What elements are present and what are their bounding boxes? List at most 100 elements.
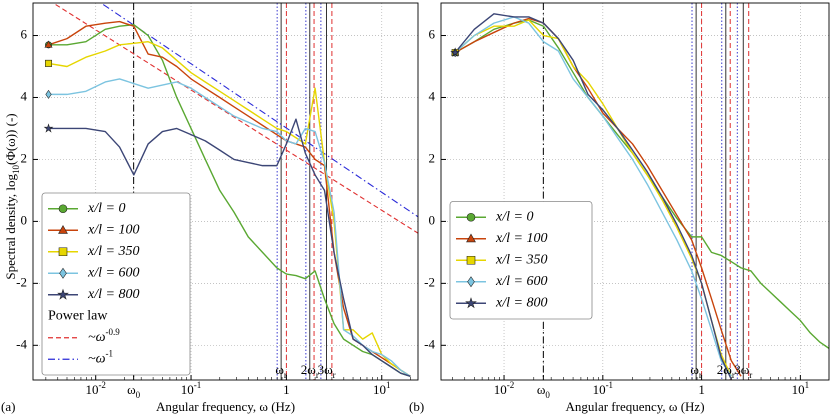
power-law-line — [102, 4, 418, 218]
x-tick-label: ω0 — [127, 382, 141, 400]
y-tick-label: 2 — [21, 150, 28, 165]
y-tick-label: -2 — [16, 274, 27, 289]
y-tick-label: 6 — [21, 27, 28, 42]
y-tick-label: 4 — [429, 88, 436, 103]
legend-marker — [58, 247, 68, 257]
y-tick-label: -2 — [424, 274, 435, 289]
series-line — [454, 13, 732, 380]
harmonic-label-base: 3ω — [318, 362, 334, 377]
harmonic-label-base: 3ω — [734, 362, 750, 377]
x-tick-label-base: 10 — [792, 382, 805, 397]
harmonic-label: 2ωr — [301, 362, 319, 380]
harmonic-label-base: ω — [690, 362, 699, 377]
series-line — [454, 17, 742, 377]
harmonic-label: 2ωr — [717, 362, 735, 380]
harmonic-label-subscript: r — [699, 370, 702, 380]
y-tick-label: -4 — [16, 336, 27, 351]
y-axis-label-main: Spectral density, log — [3, 173, 18, 279]
y-tick-label: -4 — [424, 336, 435, 351]
legend-label-exponent: -0.9 — [105, 327, 120, 337]
series-marker — [450, 47, 461, 57]
legend-label: x/l = 0 — [495, 209, 533, 224]
x-tick-label-base: ω — [127, 382, 136, 397]
panel-label: (a) — [1, 399, 15, 414]
x-tick-label: 101 — [792, 380, 810, 397]
plot-area — [441, 3, 829, 380]
x-axis-label: Angular frequency, ω (Hz) — [565, 399, 704, 414]
x-axis-label: Angular frequency, ω (Hz) — [156, 399, 295, 414]
x-tick-label: 10-1 — [593, 380, 614, 397]
legend-label-base: ~ω — [88, 351, 106, 366]
harmonic-label: 3ωr — [318, 362, 336, 380]
harmonic-label: ωr — [690, 362, 702, 380]
x-tick-label-subscript: 0 — [545, 390, 550, 400]
harmonic-label-subscript: r — [284, 370, 287, 380]
legend-label: ~ω-1 — [88, 348, 113, 366]
panel-label: (b) — [409, 399, 424, 414]
plot-frame — [32, 2, 419, 381]
plot-frame — [440, 2, 830, 381]
y-tick-label: 0 — [21, 212, 28, 227]
legend-label: ~ω-0.9 — [88, 327, 120, 345]
legend-marker — [57, 288, 69, 300]
x-tick-label: 10-1 — [181, 380, 202, 397]
legend-label: x/l = 100 — [87, 222, 139, 237]
x-tick-label-subscript: 0 — [136, 390, 141, 400]
legend-marker — [466, 233, 476, 243]
legend-label: x/l = 350 — [495, 252, 547, 267]
series-line — [454, 16, 732, 377]
legend-label: x/l = 100 — [495, 231, 547, 246]
y-tick-label: 6 — [429, 27, 436, 42]
x-tick-label-exponent: 1 — [805, 380, 810, 390]
x-tick-label-exponent: -1 — [194, 380, 202, 390]
legend-marker — [58, 204, 68, 214]
y-tick-label: 4 — [21, 88, 28, 103]
legend-marker — [466, 212, 476, 222]
y-axis-label-sub: 10 — [11, 164, 21, 174]
series-line — [48, 118, 411, 377]
x-tick-label: 10-2 — [85, 380, 106, 397]
legend-label: x/l = 800 — [495, 295, 547, 310]
x-tick-label-base: 10 — [85, 382, 98, 397]
x-tick-label-base: 10 — [494, 382, 507, 397]
legend-marker — [465, 297, 477, 309]
y-tick-label: 2 — [429, 150, 436, 165]
legend-box — [41, 192, 191, 376]
legend-marker — [59, 267, 67, 279]
x-tick-label-exponent: -2 — [98, 380, 106, 390]
legend-marker — [467, 276, 475, 288]
series-marker — [45, 59, 53, 67]
legend-label: x/l = 350 — [87, 244, 139, 259]
x-tick-label: 10-2 — [494, 380, 515, 397]
legend-box — [449, 201, 593, 320]
legend-label: x/l = 600 — [495, 274, 547, 289]
x-tick-label: 101 — [373, 380, 391, 397]
series-marker — [45, 89, 52, 99]
x-tick-label-exponent: -1 — [606, 380, 614, 390]
y-axis-label-end: (Φ(ω)) (-) — [3, 113, 18, 165]
legend-title: Power law — [48, 308, 108, 323]
x-tick-label: 1 — [698, 382, 705, 397]
series-line — [454, 19, 732, 377]
harmonic-label-subscript: r — [316, 370, 319, 380]
plot-area — [33, 3, 418, 380]
legend-label: x/l = 800 — [87, 287, 139, 302]
legend-label-base: ~ω — [88, 330, 106, 345]
harmonic-label-base: 2ω — [717, 362, 733, 377]
series-marker — [44, 40, 53, 48]
x-tick-label-base: ω — [537, 382, 546, 397]
x-tick-label-exponent: 1 — [386, 380, 391, 390]
harmonic-label-subscript: r — [333, 370, 336, 380]
harmonic-label: 3ωr — [734, 362, 752, 380]
harmonic-label-base: 2ω — [301, 362, 317, 377]
x-tick-label-exponent: -2 — [507, 380, 515, 390]
legend-marker — [466, 255, 476, 265]
y-axis-label: Spectral density, log10(Φ(ω)) (-) — [3, 113, 21, 279]
legend: x/l = 0 x/l = 100 x/l = 350 x/l = 600 x/l = … — [41, 192, 191, 376]
legend: x/l = 0 x/l = 100 x/l = 350 x/l = 600 x/l = … — [449, 201, 593, 320]
x-tick-label: 1 — [283, 382, 290, 397]
series-line — [48, 41, 411, 377]
